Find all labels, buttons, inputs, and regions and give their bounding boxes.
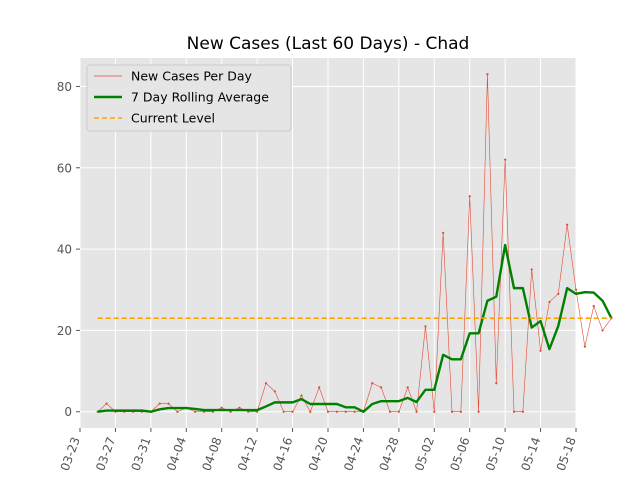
daily-cases-point bbox=[194, 410, 197, 413]
x-tick-label: 05-10 bbox=[483, 435, 508, 473]
daily-cases-point bbox=[450, 410, 454, 413]
x-tick-label: 05-06 bbox=[447, 435, 472, 473]
daily-cases-point bbox=[397, 410, 400, 413]
daily-cases-point bbox=[309, 410, 312, 413]
x-tick-label: 04-12 bbox=[235, 435, 260, 473]
x-tick-label: 04-20 bbox=[306, 435, 331, 473]
daily-cases-point bbox=[574, 288, 578, 291]
daily-cases-point bbox=[326, 410, 330, 413]
daily-cases-point bbox=[344, 410, 347, 413]
daily-cases-point bbox=[353, 410, 356, 413]
x-tick-label: 05-18 bbox=[554, 435, 579, 473]
x-tick-label: 04-16 bbox=[270, 435, 295, 473]
daily-cases-point bbox=[380, 386, 383, 389]
daily-cases-point bbox=[371, 382, 374, 385]
daily-cases-point bbox=[433, 410, 436, 413]
daily-cases-point bbox=[238, 406, 241, 409]
daily-cases-point bbox=[601, 329, 604, 332]
daily-cases-point bbox=[521, 410, 524, 413]
y-tick-label: 0 bbox=[64, 405, 72, 419]
rolling-average-line bbox=[97, 243, 613, 413]
x-tick-label: 04-04 bbox=[164, 435, 189, 473]
daily-cases-point bbox=[282, 410, 285, 413]
chart-title: New Cases (Last 60 Days) - Chad bbox=[187, 34, 470, 54]
daily-cases-point bbox=[167, 402, 170, 405]
y-tick-label: 40 bbox=[57, 243, 72, 257]
x-tick-label: 04-28 bbox=[377, 435, 402, 473]
daily-cases-point bbox=[291, 410, 294, 413]
daily-cases-point bbox=[273, 390, 276, 393]
daily-cases-point bbox=[539, 349, 542, 352]
daily-cases-point bbox=[424, 325, 427, 328]
daily-cases-point bbox=[220, 406, 223, 409]
x-axis: 03-23 03-27 03-31 04-04 04-08 04-12 04-16 04-20… bbox=[58, 428, 579, 473]
daily-cases-point bbox=[335, 410, 338, 413]
x-tick-label: 05-14 bbox=[518, 435, 543, 473]
x-tick-label: 04-24 bbox=[341, 435, 366, 473]
legend-label-rolling: 7 Day Rolling Average bbox=[131, 90, 269, 105]
daily-cases-point bbox=[504, 158, 507, 161]
x-tick-label: 04-08 bbox=[199, 435, 224, 473]
daily-cases-point bbox=[530, 268, 533, 271]
daily-cases-point bbox=[566, 223, 569, 226]
daily-cases-point bbox=[548, 300, 551, 304]
daily-cases-point bbox=[468, 195, 471, 198]
legend-label-daily: New Cases Per Day bbox=[131, 69, 252, 84]
x-tick-label: 03-31 bbox=[129, 435, 154, 473]
y-tick-label: 20 bbox=[57, 324, 72, 338]
daily-cases-point bbox=[495, 382, 498, 385]
daily-cases-point bbox=[583, 345, 586, 348]
series-layer bbox=[96, 73, 613, 413]
x-tick-label: 05-02 bbox=[412, 435, 437, 473]
daily-cases-point bbox=[442, 231, 445, 234]
daily-cases-point bbox=[158, 402, 161, 405]
legend-box bbox=[86, 64, 292, 132]
daily-cases-point bbox=[592, 304, 595, 308]
daily-cases-point bbox=[406, 386, 409, 389]
daily-cases-point bbox=[300, 394, 303, 397]
legend-label-current: Current Level bbox=[131, 111, 215, 126]
daily-cases-point bbox=[388, 410, 392, 413]
daily-cases-point bbox=[264, 382, 268, 385]
daily-cases-point bbox=[318, 386, 321, 389]
daily-cases-point bbox=[176, 410, 179, 413]
daily-cases-point bbox=[105, 402, 108, 405]
legend: New Cases Per Day 7 Day Rolling Average … bbox=[86, 64, 292, 132]
daily-cases-point bbox=[459, 410, 462, 413]
y-axis: 0 20 40 60 80 bbox=[57, 80, 80, 419]
daily-cases-point bbox=[415, 410, 418, 413]
daily-cases-point bbox=[486, 73, 489, 76]
x-tick-label: 03-23 bbox=[58, 435, 83, 473]
x-tick-label: 03-27 bbox=[93, 435, 118, 473]
daily-cases-point bbox=[477, 410, 480, 413]
daily-cases-point bbox=[512, 410, 516, 413]
y-tick-label: 80 bbox=[57, 80, 72, 94]
daily-cases-point bbox=[557, 292, 560, 295]
y-tick-label: 60 bbox=[57, 161, 72, 175]
